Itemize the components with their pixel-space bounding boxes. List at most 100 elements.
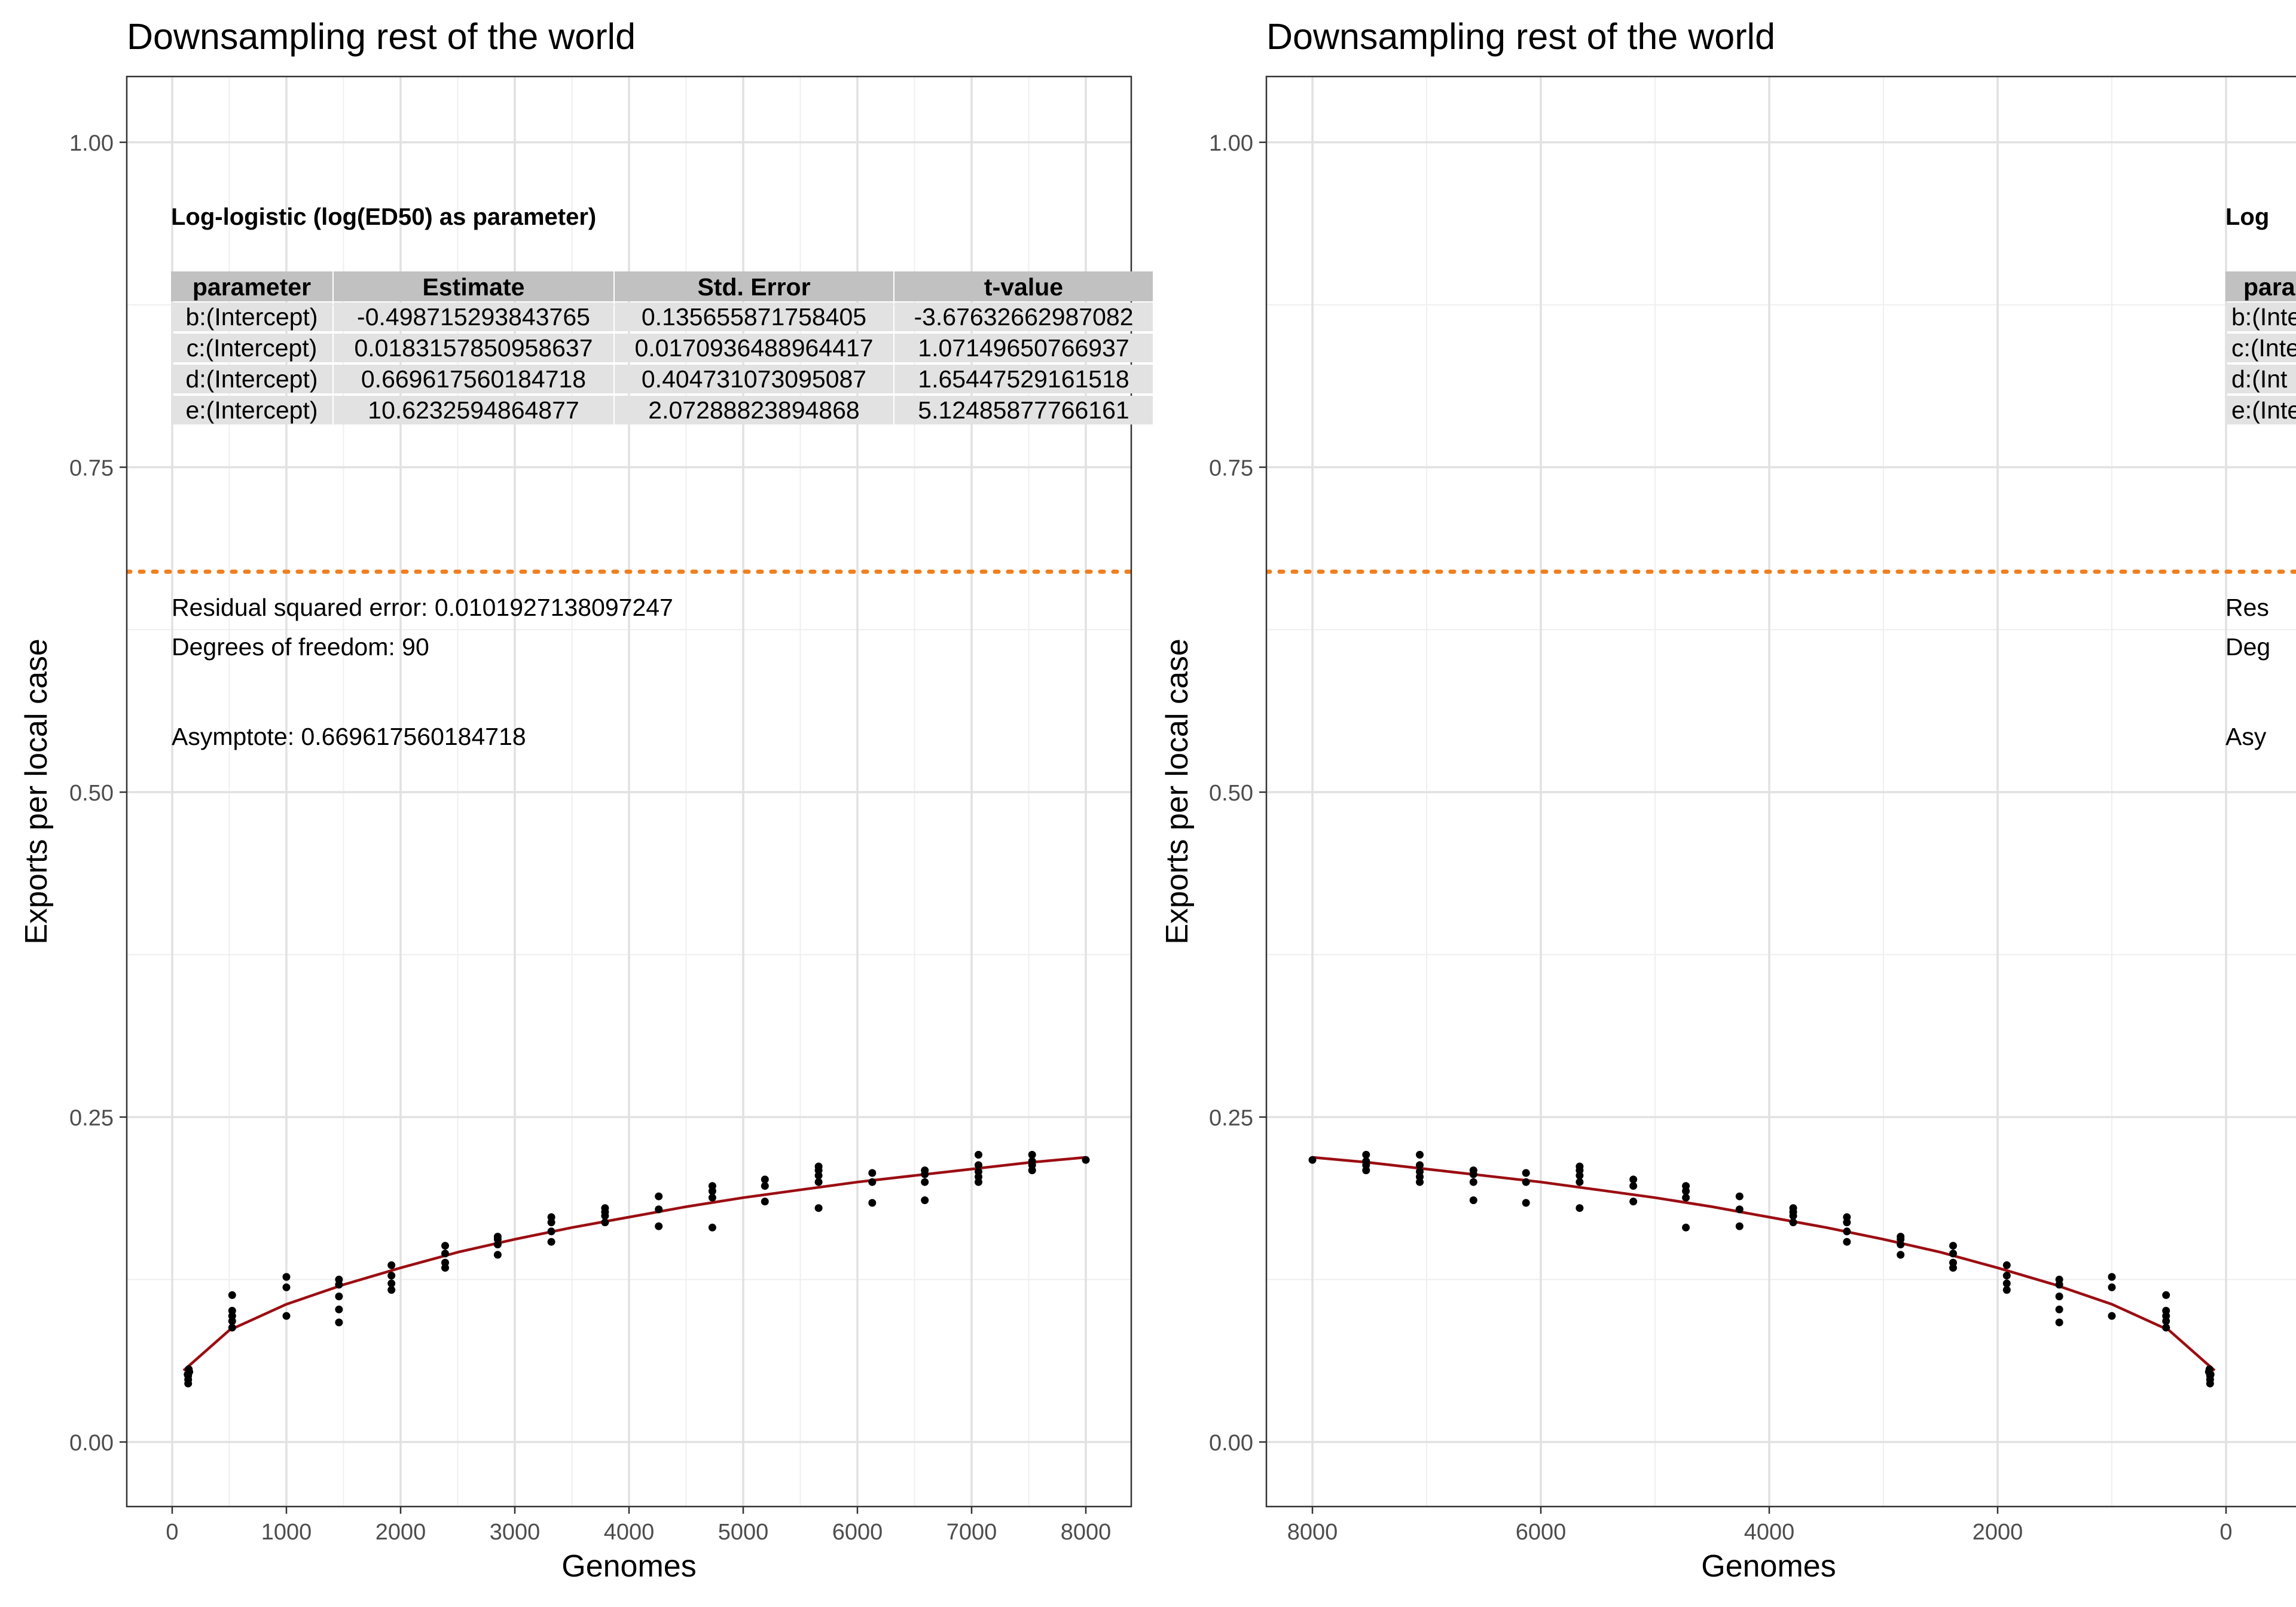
table-cell-bg <box>334 396 613 424</box>
table-cell-bg <box>171 303 332 331</box>
data-point <box>1082 1156 1090 1164</box>
y-axis-label: Exports per local case <box>1160 638 1195 945</box>
table-cell: 10.6232594864877 <box>368 396 579 424</box>
x-tick-label: 0 <box>2219 1520 2232 1545</box>
data-points <box>184 1151 1090 1388</box>
data-point <box>1629 1197 1638 1206</box>
x-tick-label: 6000 <box>1516 1520 1567 1545</box>
table-cell-bg <box>171 334 332 362</box>
data-point <box>1843 1213 1851 1221</box>
data-point <box>1949 1242 1957 1250</box>
data-point <box>441 1249 449 1258</box>
data-point <box>1735 1205 1744 1214</box>
data-point <box>387 1279 396 1288</box>
data-point <box>1028 1157 1036 1165</box>
y-tick-label: 1.00 <box>1209 131 1253 156</box>
x-tick-label: 5000 <box>718 1520 769 1545</box>
panel-border <box>1265 75 2296 1508</box>
table-cell: 0.669617560184718 <box>361 365 586 393</box>
data-point <box>814 1204 823 1212</box>
data-point <box>601 1218 609 1227</box>
degrees-of-freedom-fragment: Deg <box>2225 633 2270 661</box>
data-point <box>1843 1238 1851 1246</box>
data-point <box>547 1227 555 1236</box>
data-point <box>2108 1273 2116 1281</box>
data-point <box>2055 1293 2063 1300</box>
data-point <box>228 1324 236 1332</box>
x-tick-label: 0 <box>166 1520 178 1545</box>
data-point <box>1416 1151 1424 1159</box>
data-point <box>1843 1227 1851 1236</box>
table-cell: 2.07288823894868 <box>648 396 859 424</box>
table-cell-bg <box>2225 365 2296 393</box>
data-point <box>282 1273 291 1281</box>
table-header-label: parameter <box>193 273 311 301</box>
data-point <box>228 1306 236 1315</box>
data-point <box>1789 1204 1797 1212</box>
data-point <box>2162 1324 2170 1332</box>
data-point <box>441 1242 449 1250</box>
data-point <box>655 1222 663 1230</box>
table-header-cell <box>894 271 1153 301</box>
data-point <box>1522 1178 1530 1186</box>
table-cell: 1.07149650766937 <box>918 334 1129 362</box>
table-rows-fragment: b:(Inte c:(Inte d:(Int e:(Inte <box>2225 303 2296 424</box>
data-point <box>493 1233 502 1241</box>
table-cell-bg <box>2225 396 2296 424</box>
table-cell-bg <box>334 334 613 362</box>
panel-title: Downsampling rest of the world <box>127 16 636 57</box>
x-tick-label: 3000 <box>490 1520 541 1545</box>
table-cell-bg <box>615 396 893 424</box>
data-point <box>335 1318 343 1327</box>
table-cell-bg <box>894 334 1153 362</box>
table-header-fragment-bg <box>2225 271 2296 301</box>
x-tick-label: 6000 <box>832 1520 883 1545</box>
table-cell: c:(Inte <box>2231 334 2296 362</box>
data-point <box>868 1169 877 1177</box>
table-cell: -3.67632662987082 <box>914 303 1133 331</box>
plot-area-left <box>127 569 1131 1388</box>
x-tick-label: 4000 <box>1744 1520 1795 1545</box>
data-point <box>387 1286 396 1294</box>
data-point <box>1897 1233 1905 1241</box>
data-point <box>975 1161 982 1169</box>
data-point <box>761 1182 769 1190</box>
data-point <box>2162 1306 2170 1315</box>
table-cell: c:(Intercept) <box>187 334 317 362</box>
data-point <box>921 1196 929 1205</box>
data-point <box>1576 1162 1584 1171</box>
data-point <box>1469 1166 1477 1175</box>
data-point <box>655 1205 663 1214</box>
x-tick-label: 7000 <box>947 1520 997 1545</box>
data-point <box>2055 1305 2063 1313</box>
parameter-table: parameter Estimate Std. Error t-value b:(Int… <box>171 271 1153 424</box>
table-cell: e:(Intercept) <box>185 396 317 424</box>
panel-left: 0.00 0.25 0.50 0.75 1.00 0 1000 2000 3000 4000 50… <box>19 16 1153 1584</box>
fit-line <box>182 1156 1086 1372</box>
data-point <box>814 1162 823 1171</box>
y-tick-label: 0.75 <box>69 456 114 481</box>
data-point <box>2162 1291 2170 1299</box>
data-point <box>2055 1318 2063 1327</box>
x-ticks-left: 0 1000 2000 3000 4000 5000 6000 7000 8000 <box>166 1507 1111 1545</box>
data-point <box>1416 1161 1424 1169</box>
table-header-label: t-value <box>984 273 1063 301</box>
data-point <box>2002 1261 2011 1269</box>
y-tick-label: 0.00 <box>1209 1431 1253 1456</box>
table-cell-bg <box>171 396 332 424</box>
data-point <box>814 1178 823 1186</box>
data-point <box>1629 1175 1638 1184</box>
y-tick-label: 0.00 <box>69 1431 114 1456</box>
table-cell-bg <box>334 365 613 393</box>
data-point <box>1949 1258 1957 1267</box>
panel-title: Downsampling rest of the world <box>1266 16 1775 57</box>
y-tick-label: 0.50 <box>1209 781 1253 806</box>
data-point <box>868 1178 877 1186</box>
x-tick-label: 2000 <box>1973 1520 2023 1545</box>
data-point <box>1522 1199 1530 1207</box>
table-cell: 0.404731073095087 <box>642 365 866 393</box>
data-point <box>708 1223 716 1232</box>
data-point <box>1789 1218 1797 1227</box>
data-point <box>868 1199 877 1207</box>
